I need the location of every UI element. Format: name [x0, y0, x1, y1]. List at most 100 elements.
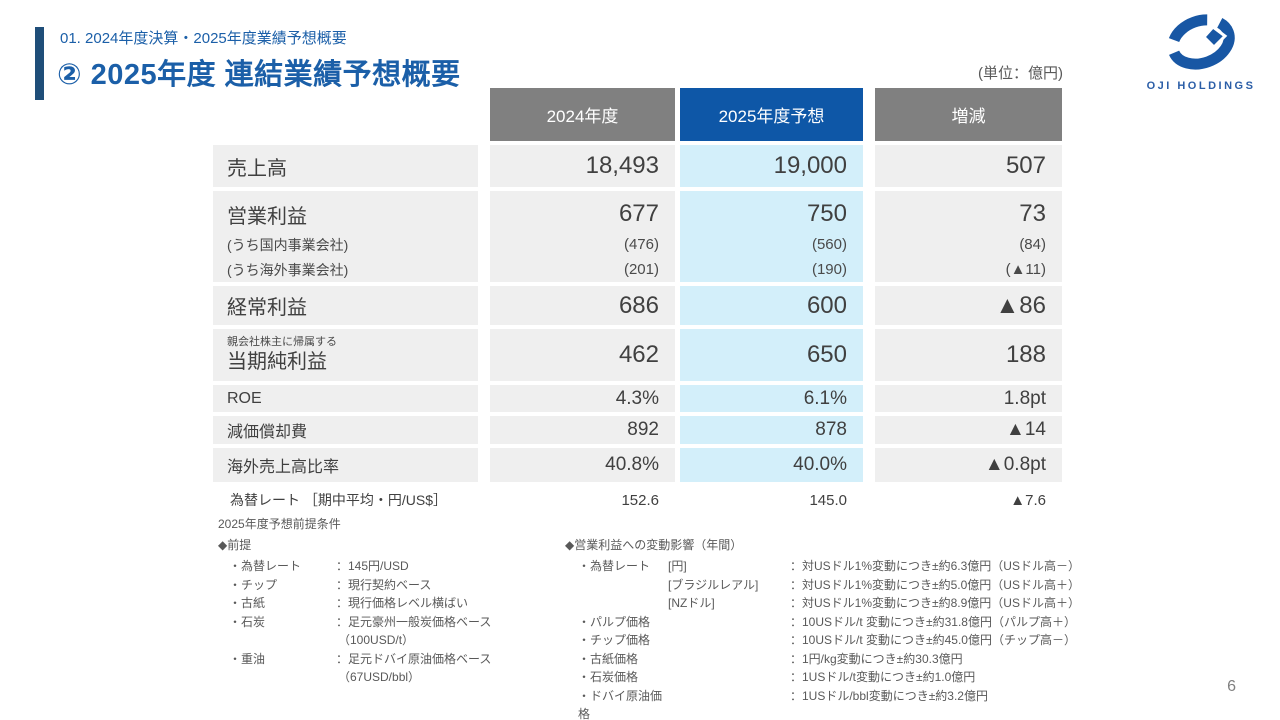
page-number: 6 [1227, 678, 1236, 695]
operating-profit-domestic-diff: (84) [1019, 236, 1046, 253]
assumption-value: ：足元豪州一般炭価格ベース [336, 614, 492, 629]
fx-rate-diff: ▲7.6 [1010, 491, 1046, 509]
sensitivity-unit: [ブラジルレアル] [668, 577, 759, 592]
assumption-value: （100USD/t） [338, 633, 415, 647]
notes-title: 2025年度予想前提条件 [218, 517, 341, 531]
sales-diff: 507 [875, 145, 1062, 187]
sensitivity-unit: [NZドル] [668, 596, 715, 610]
assumption-item: ・古紙 ：現行価格レベル横ばい [218, 594, 548, 613]
sensitivity-item: ・ドバイ原油価格 ：1USドル/bbl変動につき±約3.2億円 [565, 687, 1085, 720]
assumption-item: ・チップ ：現行契約ベース [218, 576, 548, 595]
row-label-sales: 売上高 [213, 145, 478, 187]
operating-profit-diff: 73 [1019, 200, 1046, 227]
overseas-sales-ratio-diff: ▲0.8pt [875, 448, 1062, 482]
operating-profit-overseas-label: (うち海外事業会社) [227, 261, 349, 278]
sensitivity-name: ・古紙価格 [578, 651, 639, 666]
sensitivity-value: ：10USドル/t 変動につき±約31.8億円（パルプ高＋） [790, 614, 1076, 629]
assumption-value: ：現行価格レベル横ばい [336, 596, 469, 610]
assumption-name: ・チップ [229, 577, 278, 592]
sensitivity-value: ：1USドル/t変動につき±約1.0億円 [790, 670, 976, 684]
operating-profit-label: 営業利益 [227, 205, 307, 228]
sensitivity-value: ：10USドル/t 変動につき±約45.0億円（チップ高－） [790, 633, 1076, 647]
sensitivity-item: ・古紙価格 ：1円/kg変動につき±約30.3億円 [565, 650, 1085, 669]
assumption-item: ・為替レート ：145円/USD [218, 557, 548, 576]
assumption-item-continuation: （100USD/t） [218, 631, 548, 650]
sensitivity-value: ：対USドル1%変動につき±約6.3億円（USドル高－） [790, 559, 1080, 573]
sensitivity-item: ・為替レート [円] ：対USドル1%変動につき±約6.3億円（USドル高－） [565, 557, 1085, 576]
depreciation-2025: 878 [680, 416, 863, 444]
operating-profit-overseas-2025: (190) [811, 261, 847, 278]
sensitivity-value: ：1円/kg変動につき±約30.3億円 [790, 651, 963, 666]
sensitivity-unit [668, 613, 790, 632]
row-label-net-income: 親会社株主に帰属する 当期純利益 [213, 329, 478, 381]
assumption-value: ：145円/USD [336, 559, 409, 573]
sensitivity-name [565, 594, 668, 613]
operating-profit-diff-group: 73 (84) (▲11) [875, 191, 1062, 282]
company-logo-text: OJI HOLDINGS [1146, 80, 1256, 92]
sensitivity-unit [668, 668, 790, 687]
sensitivity-item: [NZドル] ：対USドル1%変動につき±約8.9億円（USドル高＋） [565, 594, 1085, 613]
assumption-name: ・石炭 [229, 614, 266, 629]
sales-2025: 19,000 [680, 145, 863, 187]
title-accent-bar [35, 27, 44, 100]
operating-profit-2024-group: 677 (476) (201) [490, 191, 675, 282]
assumption-value: （67USD/bbl） [338, 670, 421, 684]
sensitivity-unit [668, 650, 790, 669]
sensitivity-name [565, 576, 668, 595]
assumption-item-continuation: （67USD/bbl） [218, 668, 548, 687]
fx-rate-2025: 145.0 [809, 491, 847, 509]
sensitivity-value: ：対USドル1%変動につき±約8.9億円（USドル高＋） [790, 596, 1080, 610]
row-label-roe: ROE [213, 385, 478, 412]
sensitivity-block: ◆営業利益への変動影響（年間） ・為替レート [円] ：対USドル1%変動につき… [565, 536, 1085, 720]
overseas-sales-ratio-2024: 40.8% [490, 448, 675, 482]
depreciation-diff: ▲14 [875, 416, 1062, 444]
fx-rate-2024: 152.6 [621, 491, 659, 509]
depreciation-2024: 892 [490, 416, 675, 444]
net-income-label: 当期純利益 [227, 351, 327, 373]
operating-profit-overseas-2024: (201) [623, 261, 659, 278]
assumption-item: ・石炭 ：足元豪州一般炭価格ベース [218, 613, 548, 632]
section-breadcrumb: 01. 2024年度決算・2025年度業績予想概要 [60, 30, 347, 47]
overseas-sales-ratio-2025: 40.0% [680, 448, 863, 482]
net-income-attribution-note: 親会社株主に帰属する [227, 336, 337, 348]
sensitivity-value: ：1USドル/bbl変動につき±約3.2億円 [790, 688, 988, 703]
operating-profit-2025: 750 [806, 200, 847, 227]
operating-profit-domestic-label: (うち国内事業会社) [227, 236, 349, 253]
net-income-diff: 188 [875, 329, 1062, 381]
assumption-name: ・古紙 [229, 596, 266, 610]
sensitivity-heading: ◆営業利益への変動影響（年間） [565, 538, 743, 552]
assumption-name: ・為替レート [229, 559, 302, 573]
sensitivity-name: ・石炭価格 [578, 670, 639, 684]
column-header-2024: 2024年度 [490, 88, 675, 141]
sensitivity-name: ・ドバイ原油価格 [578, 688, 663, 720]
sales-2024: 18,493 [490, 145, 675, 187]
assumptions-heading: ◆前提 [218, 538, 252, 552]
operating-profit-overseas-diff: (▲11) [1005, 261, 1046, 278]
company-logo: OJI HOLDINGS [1146, 12, 1256, 92]
row-label-ordinary-profit: 経常利益 [213, 286, 478, 325]
sensitivity-unit: [円] [668, 559, 687, 573]
sensitivity-item: ・チップ価格 ：10USドル/t 変動につき±約45.0億円（チップ高－） [565, 631, 1085, 650]
sensitivity-item: ・石炭価格 ：1USドル/t変動につき±約1.0億円 [565, 668, 1085, 687]
assumption-value: ：現行契約ベース [336, 577, 432, 592]
ordinary-profit-2025: 600 [680, 286, 863, 325]
assumption-value: ：足元ドバイ原油価格ベース [336, 651, 492, 666]
column-header-2025-forecast: 2025年度予想 [680, 88, 863, 141]
page-title: ② 2025年度 連結業績予想概要 [57, 59, 461, 91]
roe-2025: 6.1% [680, 385, 863, 412]
assumption-item: ・重油 ：足元ドバイ原油価格ベース [218, 650, 548, 669]
ordinary-profit-diff: ▲86 [875, 286, 1062, 325]
operating-profit-domestic-2024: (476) [623, 236, 659, 253]
sensitivity-item: [ブラジルレアル] ：対USドル1%変動につき±約5.0億円（USドル高＋） [565, 576, 1085, 595]
oji-logo-icon [1167, 14, 1235, 70]
sensitivity-name: ・パルプ価格 [578, 614, 651, 629]
assumption-name: ・重油 [229, 651, 266, 666]
row-label-overseas-sales-ratio: 海外売上高比率 [213, 448, 478, 482]
row-label-operating-profit: 営業利益 (うち国内事業会社) (うち海外事業会社) [213, 191, 478, 282]
sensitivity-unit [668, 687, 790, 720]
operating-profit-2025-group: 750 (560) (190) [680, 191, 863, 282]
roe-2024: 4.3% [490, 385, 675, 412]
sensitivity-unit [668, 631, 790, 650]
column-header-diff: 増減 [875, 88, 1062, 141]
